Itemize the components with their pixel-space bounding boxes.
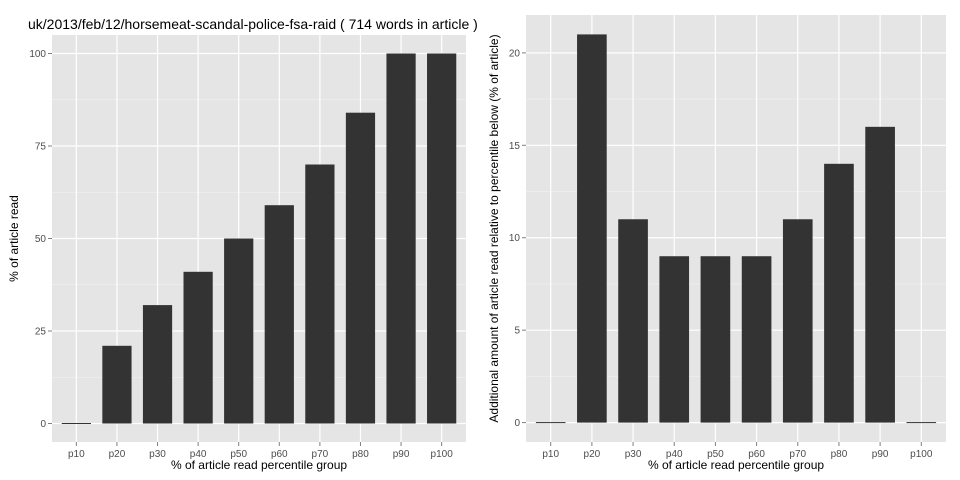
x-tick-label: p100: [910, 449, 933, 460]
bar: [741, 256, 772, 423]
x-tick-label: p40: [666, 449, 683, 460]
bar: [386, 53, 416, 424]
y-tick-label: 15: [509, 141, 521, 152]
x-tick-label: p30: [149, 449, 166, 460]
y-tick-label: 25: [35, 327, 47, 338]
bar: [618, 219, 648, 423]
y-tick-label: 10: [509, 233, 521, 244]
x-tick-label: p20: [109, 449, 126, 460]
x-tick-label: p100: [431, 449, 454, 460]
y-axis-label: % of article read: [7, 195, 21, 282]
bar: [142, 305, 173, 424]
x-axis-label: % of article read percentile group: [648, 458, 824, 472]
bar: [865, 126, 895, 423]
x-tick-label: p80: [352, 449, 369, 460]
y-tick-label: 20: [509, 48, 521, 59]
x-tick-label: p50: [707, 449, 724, 460]
x-tick-label: p70: [789, 449, 806, 460]
bar: [700, 256, 731, 423]
bar: [782, 219, 813, 423]
x-tick-label: p80: [831, 449, 848, 460]
x-tick-label: p90: [872, 449, 889, 460]
bar: [906, 422, 937, 424]
bar: [535, 422, 566, 424]
bar: [224, 238, 254, 424]
bar: [345, 112, 376, 424]
y-tick-label: 75: [35, 142, 47, 153]
x-tick-label: p30: [625, 449, 642, 460]
bar: [427, 53, 457, 424]
bar: [305, 164, 335, 424]
chart-additional-read: 0 5 10 15 20 p10 p20 p30 p40 p50 p60 p70 p80 p90 p100%…: [487, 15, 946, 472]
bar: [264, 205, 294, 424]
x-tick-label: p60: [748, 449, 765, 460]
y-axis-label: Additional amount of article read relati…: [487, 34, 501, 422]
y-tick-label: 0: [514, 418, 520, 429]
bar: [577, 34, 607, 423]
chart-title: uk/2013/feb/12/horsemeat-scandal-police-…: [28, 16, 478, 32]
chart-percent-read: 0 25 50 75 100 p10 p20 p30 p40 p50 p60 p70 p80 p90 p10…: [7, 35, 466, 472]
x-tick-label: p50: [230, 449, 247, 460]
x-tick-label: p90: [393, 449, 410, 460]
x-tick-label: p10: [68, 449, 85, 460]
bar: [183, 271, 213, 424]
bar: [102, 345, 132, 424]
x-tick-label: p10: [542, 449, 559, 460]
y-tick-label: 50: [35, 234, 47, 245]
x-axis-label: % of article read percentile group: [171, 458, 347, 472]
bar: [659, 256, 690, 423]
y-tick-label: 5: [514, 326, 520, 337]
x-tick-label: p20: [584, 449, 601, 460]
x-tick-label: p70: [312, 449, 329, 460]
x-tick-label: p60: [271, 449, 288, 460]
y-tick-label: 100: [29, 49, 46, 60]
bar: [61, 423, 91, 424]
x-tick-label: p40: [190, 449, 207, 460]
y-tick-label: 0: [40, 419, 46, 430]
bar: [824, 163, 854, 423]
